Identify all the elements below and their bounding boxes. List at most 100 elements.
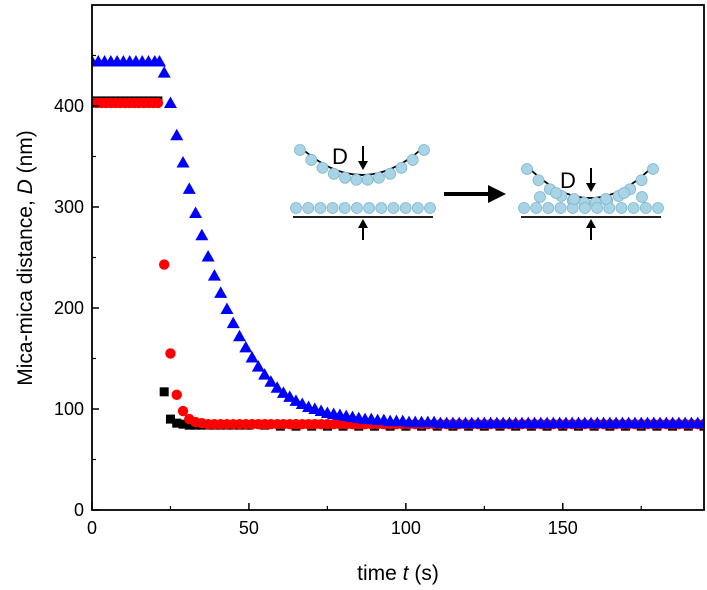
protein-bead-icon xyxy=(418,144,430,156)
data-point-triangle xyxy=(220,302,234,315)
inset-after: D xyxy=(518,163,664,240)
data-point-circle xyxy=(177,405,189,417)
data-point-triangle xyxy=(207,269,221,281)
x-tick-label: 0 xyxy=(87,518,97,538)
data-point-triangle xyxy=(270,381,284,393)
protein-bead-icon xyxy=(550,187,562,199)
data-point-square xyxy=(165,414,175,424)
protein-bead-icon xyxy=(375,202,388,214)
protein-bead-icon xyxy=(406,154,419,166)
data-point-triangle xyxy=(189,206,203,219)
protein-bead-icon xyxy=(387,202,400,214)
data-point-triangle xyxy=(226,316,240,329)
protein-bead-icon xyxy=(411,202,424,214)
x-tick-label: 100 xyxy=(391,518,421,538)
data-point-triangle xyxy=(201,249,215,262)
protein-bead-icon xyxy=(363,202,375,214)
data-point-triangle xyxy=(258,368,272,380)
data-point-triangle xyxy=(182,182,196,194)
data-point-triangle xyxy=(239,340,253,353)
protein-bead-icon xyxy=(652,202,664,214)
data-point-circle xyxy=(165,348,176,359)
series-triangle xyxy=(92,55,704,429)
protein-bead-icon xyxy=(316,161,329,174)
x-tick-label: 50 xyxy=(239,518,259,538)
protein-bead-icon xyxy=(351,202,363,214)
y-tick-label: 200 xyxy=(54,298,84,318)
transition-arrow-icon xyxy=(444,185,506,203)
data-point-square xyxy=(159,387,169,397)
data-points xyxy=(92,55,704,431)
data-point-triangle xyxy=(264,375,278,387)
protein-bead-icon xyxy=(618,187,630,199)
down-arrow-head-before xyxy=(358,161,368,170)
data-point-circle xyxy=(158,259,170,270)
down-arrow-head-after xyxy=(586,183,596,192)
protein-bead-icon xyxy=(361,173,374,186)
protein-bead-icon xyxy=(302,202,315,214)
protein-bead-icon xyxy=(338,202,351,214)
data-point-triangle xyxy=(176,156,190,168)
data-point-triangle xyxy=(195,228,209,241)
data-point-circle xyxy=(171,389,182,401)
protein-bead-icon xyxy=(290,202,302,214)
protein-bead-icon xyxy=(627,202,640,214)
protein-bead-icon xyxy=(399,202,412,214)
x-axis-label: time t (s) xyxy=(357,562,439,585)
protein-bead-icon xyxy=(542,202,555,214)
protein-bead-icon xyxy=(530,202,543,214)
data-point-square xyxy=(172,418,182,428)
axes: 0 50 100 150 0 100 200 300 400 xyxy=(54,54,642,538)
protein-bead-icon xyxy=(326,202,339,214)
data-point-triangle xyxy=(214,286,228,298)
data-point-triangle xyxy=(276,386,290,398)
y-tick-label: 0 xyxy=(74,500,84,520)
data-point-triangle xyxy=(697,416,704,429)
x-tick-label: 150 xyxy=(548,518,578,538)
y-tick-label: 300 xyxy=(54,197,84,217)
series-circle xyxy=(92,97,704,430)
protein-bead-icon xyxy=(305,154,318,166)
series-square xyxy=(92,96,704,431)
inset-d-label-before: D xyxy=(332,144,348,169)
protein-bead-icon xyxy=(314,202,327,214)
protein-bead-icon xyxy=(521,163,533,175)
protein-bead-icon xyxy=(568,193,580,205)
data-point-square xyxy=(184,420,194,430)
inset-before: D xyxy=(290,144,436,240)
y-tick-label: 400 xyxy=(54,96,84,116)
data-point-triangle xyxy=(233,329,247,342)
protein-bead-icon xyxy=(647,163,659,175)
y-axis-label: Mica-mica distance, D (nm) xyxy=(14,130,37,386)
protein-bead-icon xyxy=(591,202,603,214)
data-point-triangle xyxy=(163,96,177,108)
protein-bead-icon xyxy=(339,171,351,184)
protein-bead-icon xyxy=(518,202,530,214)
y-tick-label: 100 xyxy=(54,399,84,419)
inset-d-label-after: D xyxy=(560,168,576,193)
data-point-triangle xyxy=(170,128,184,141)
protein-bead-icon xyxy=(534,191,546,203)
protein-bead-icon xyxy=(384,167,397,180)
protein-bead-icon xyxy=(615,202,628,214)
up-arrow-head-after xyxy=(586,219,596,228)
data-point-triangle xyxy=(283,390,297,402)
data-point-triangle xyxy=(245,350,259,363)
data-point-triangle xyxy=(157,66,171,78)
protein-bead-icon xyxy=(424,202,436,214)
plot-frame xyxy=(91,4,705,511)
protein-bead-icon xyxy=(294,144,306,156)
protein-bead-icon xyxy=(579,202,591,214)
protein-bead-icon xyxy=(327,167,340,180)
data-point-triangle xyxy=(152,55,166,67)
protein-bead-icon xyxy=(532,174,545,187)
data-point-triangle xyxy=(251,360,265,372)
protein-bead-icon xyxy=(636,191,648,203)
data-point-square xyxy=(178,419,188,429)
protein-bead-icon xyxy=(395,161,408,174)
protein-bead-icon xyxy=(373,171,385,184)
protein-bead-icon xyxy=(635,174,648,187)
protein-bead-icon xyxy=(554,202,567,214)
up-arrow-head-before xyxy=(358,219,368,228)
